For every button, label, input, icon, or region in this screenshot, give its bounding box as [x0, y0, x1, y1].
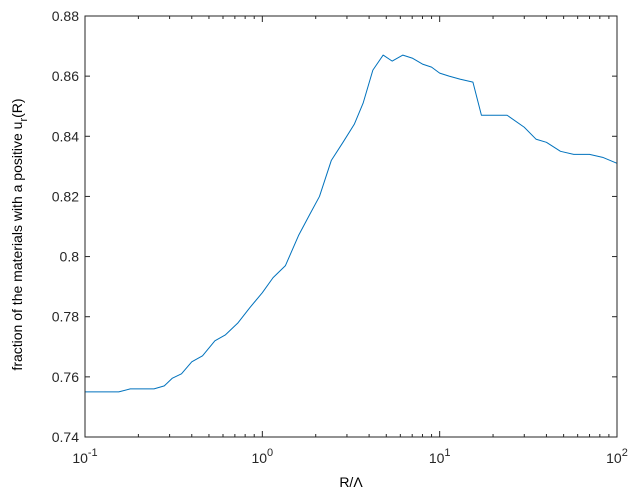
y-tick-label: 0.84 — [52, 128, 79, 144]
y-tick-label: 0.74 — [52, 429, 79, 445]
y-tick-label: 0.88 — [52, 8, 79, 24]
y-tick-label: 0.86 — [52, 68, 79, 84]
y-tick-label: 0.78 — [52, 309, 79, 325]
x-tick-label: 10-1 — [72, 447, 97, 466]
series-line — [85, 54, 618, 393]
y-axis-label-suffix: (R) — [9, 98, 25, 117]
ticks-layer: 0.74 0.76 0.78 0.8 0.82 0.84 0.86 0.88 10-1 100 10… — [52, 8, 628, 466]
y-axis-label-main: fraction of the materials with a positiv… — [9, 122, 25, 371]
y-tick-label: 0.8 — [60, 249, 80, 265]
x-tick-label: 102 — [606, 447, 628, 466]
x-tick-label: 101 — [429, 447, 451, 466]
series-layer — [85, 54, 618, 393]
y-tick-label: 0.76 — [52, 369, 79, 385]
y-tick-label: 0.82 — [52, 188, 79, 204]
x-axis-label: R/Λ — [339, 474, 363, 489]
x-tick-label: 100 — [251, 447, 273, 466]
y-axis-label-subscript: r — [18, 118, 30, 122]
plot-frame — [84, 15, 618, 438]
y-axis-label: fraction of the materials with a positiv… — [9, 98, 30, 370]
